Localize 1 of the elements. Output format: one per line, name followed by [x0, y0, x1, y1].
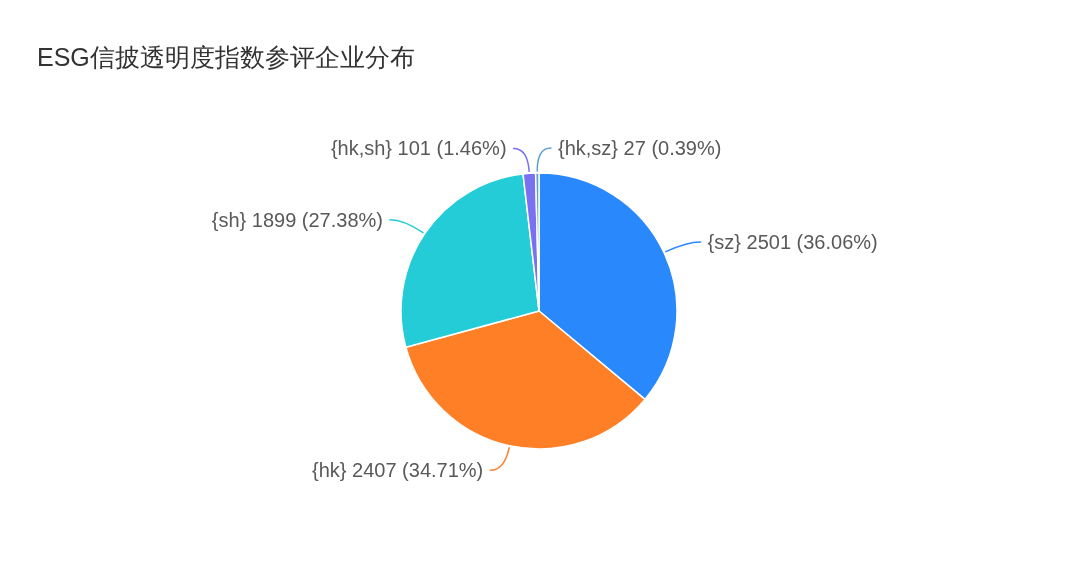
- title: ESG信披透明度指数参评企业分布: [37, 43, 415, 71]
